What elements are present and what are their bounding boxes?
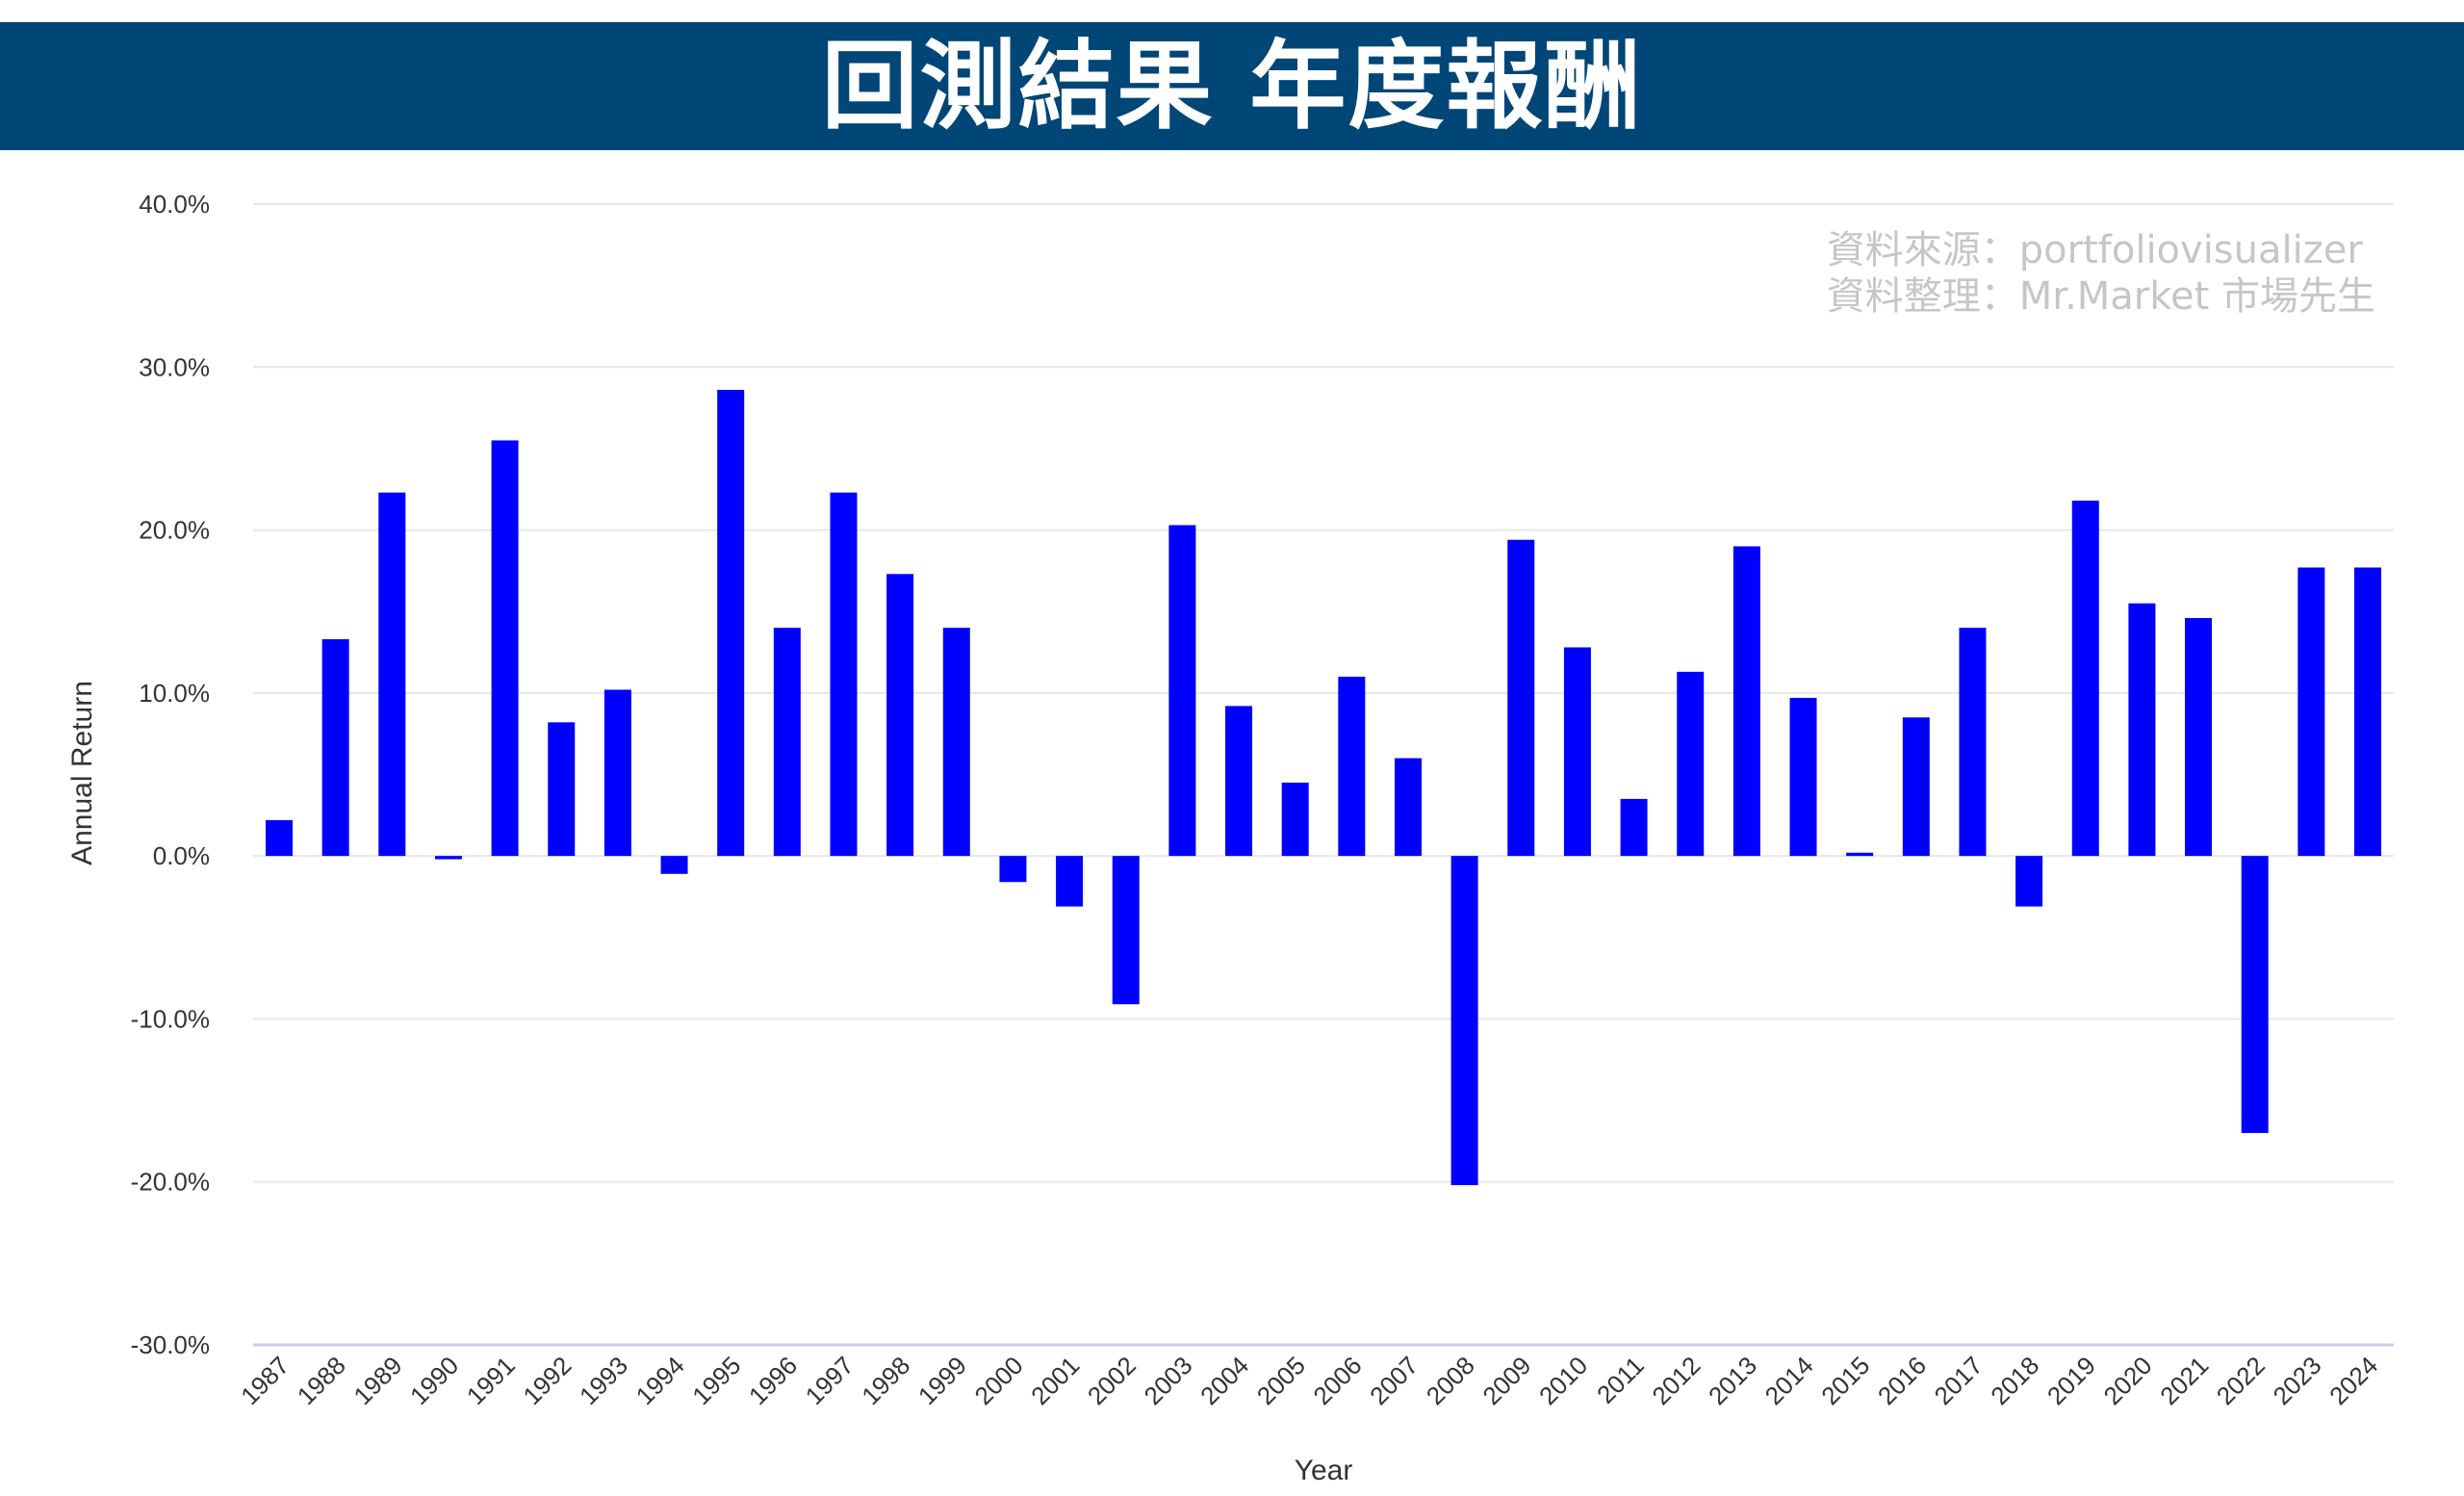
bar-1988 — [321, 638, 349, 857]
x-tick-label: 1999 — [912, 1351, 972, 1410]
bar-2022 — [2241, 856, 2269, 1133]
bar-1990 — [434, 856, 462, 860]
y-tick-label: -10.0% — [131, 1004, 210, 1033]
x-tick-label: 1990 — [404, 1351, 464, 1410]
x-tick-label: 2024 — [2323, 1351, 2383, 1410]
x-axis-title: Year — [1295, 1455, 1353, 1486]
bar-2000 — [999, 856, 1027, 883]
x-tick-label: 2006 — [1307, 1351, 1367, 1410]
bar-1998 — [886, 574, 914, 857]
x-tick-label: 2005 — [1251, 1351, 1311, 1410]
bar-2007 — [1394, 758, 1422, 857]
y-tick-label: -20.0% — [131, 1168, 210, 1197]
bars — [266, 389, 2381, 1186]
x-tick-label: 2017 — [1929, 1351, 1989, 1410]
bar-1997 — [830, 492, 858, 857]
bar-2019 — [2071, 501, 2099, 857]
x-tick-label: 2011 — [1591, 1351, 1650, 1409]
bar-2016 — [1902, 717, 1930, 857]
bar-2009 — [1507, 539, 1535, 857]
bar-1999 — [942, 628, 970, 857]
title-banner: 回測結果 年度報酬 — [0, 22, 2464, 150]
x-tick-label: 2016 — [1872, 1351, 1932, 1410]
x-tick-label: 1991 — [461, 1351, 521, 1410]
bar-2002 — [1112, 856, 1140, 1005]
bar-2018 — [2015, 856, 2043, 907]
source-line-1: 資料來源：portfoliovisualizer — [1826, 228, 2363, 272]
x-tick-label: 1997 — [800, 1351, 860, 1410]
bar-2003 — [1168, 525, 1196, 857]
x-axis-ticks: 1987198819891990199119921993199419951996… — [235, 1351, 2383, 1410]
bar-1991 — [491, 440, 519, 857]
bar-1989 — [378, 492, 406, 857]
bar-1993 — [603, 689, 631, 857]
y-tick-label: 0.0% — [153, 841, 210, 870]
x-tick-label: 1994 — [630, 1351, 690, 1410]
x-tick-label: 2022 — [2211, 1351, 2271, 1410]
x-tick-label: 2004 — [1194, 1351, 1254, 1410]
bar-1994 — [660, 856, 688, 874]
x-tick-label: 2009 — [1476, 1351, 1536, 1410]
x-tick-label: 2018 — [1985, 1351, 2044, 1410]
bar-2005 — [1281, 782, 1309, 857]
y-axis-ticks: 40.0% 30.0% 20.0% 10.0% 0.0% -10.0% -20.0% -30.… — [131, 190, 210, 1359]
y-tick-label: 40.0% — [139, 190, 210, 219]
source-line-2: 資料整理：Mr.Market 市場先生 — [1826, 274, 2375, 319]
bar-2023 — [2297, 567, 2325, 857]
x-tick-label: 2010 — [1533, 1351, 1593, 1410]
y-tick-label: 20.0% — [139, 516, 210, 545]
x-tick-label: 2014 — [1759, 1351, 1819, 1410]
x-tick-label: 2020 — [2098, 1351, 2158, 1410]
x-tick-label: 1992 — [517, 1351, 577, 1410]
x-tick-label: 1988 — [292, 1351, 351, 1410]
x-tick-label: 2007 — [1364, 1351, 1424, 1410]
bar-2014 — [1789, 697, 1817, 857]
bar-2011 — [1620, 798, 1648, 857]
x-tick-label: 2023 — [2267, 1351, 2326, 1410]
source-note: 資料來源：portfoliovisualizer 資料整理：Mr.Market … — [1827, 227, 2375, 320]
bar-2012 — [1677, 671, 1705, 857]
bar-2008 — [1450, 856, 1478, 1186]
x-tick-label: 2000 — [969, 1351, 1029, 1410]
page-title: 回測結果 年度報酬 — [821, 29, 1643, 142]
bar-2013 — [1732, 546, 1760, 857]
x-tick-label: 2021 — [2154, 1351, 2214, 1410]
x-tick-label: 2008 — [1421, 1351, 1480, 1410]
bar-2001 — [1056, 856, 1084, 907]
bar-2010 — [1563, 647, 1591, 857]
bar-2017 — [1959, 628, 1987, 857]
x-tick-label: 1995 — [686, 1351, 746, 1410]
bar-2020 — [2128, 603, 2156, 857]
x-tick-label: 2002 — [1082, 1351, 1142, 1410]
x-tick-label: 2013 — [1703, 1351, 1762, 1410]
x-tick-label: 2019 — [2041, 1351, 2101, 1410]
x-tick-label: 1998 — [856, 1351, 915, 1410]
y-tick-label: -30.0% — [131, 1330, 210, 1359]
y-tick-label: 30.0% — [139, 352, 210, 381]
y-tick-label: 10.0% — [139, 679, 210, 708]
x-tick-label: 2001 — [1025, 1351, 1085, 1410]
bar-2004 — [1225, 706, 1253, 857]
bar-2024 — [2354, 567, 2381, 857]
x-tick-label: 1987 — [235, 1351, 295, 1410]
x-tick-label: 1996 — [743, 1351, 803, 1410]
bar-2015 — [1846, 852, 1874, 857]
bar-1995 — [717, 389, 745, 857]
bar-1987 — [266, 819, 293, 857]
x-tick-label: 2003 — [1139, 1351, 1198, 1410]
y-axis-title: Annual Return — [66, 681, 98, 865]
bar-1992 — [548, 722, 576, 857]
bar-2021 — [2185, 617, 2213, 857]
x-tick-label: 1993 — [574, 1351, 633, 1410]
x-tick-label: 2015 — [1815, 1351, 1875, 1410]
x-tick-label: 2012 — [1646, 1351, 1706, 1410]
x-tick-label: 1989 — [347, 1351, 407, 1410]
bar-1996 — [773, 628, 801, 857]
bar-2006 — [1338, 676, 1366, 857]
